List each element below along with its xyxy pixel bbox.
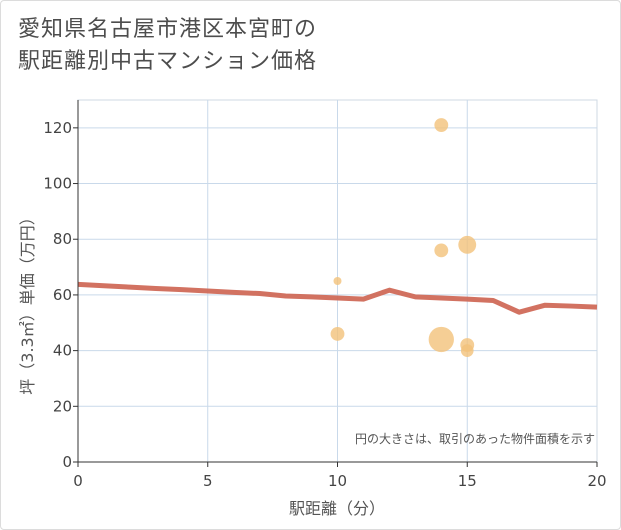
- y-tick-label: 100: [43, 175, 72, 193]
- bubble-point: [460, 344, 474, 357]
- bubble-point: [333, 277, 342, 285]
- gridlines: [77, 99, 598, 463]
- x-tick-label: 10: [328, 472, 347, 490]
- y-axis-label: 坪（3.3㎡）単価（万円）: [18, 209, 37, 394]
- y-tick-label: 120: [43, 119, 72, 137]
- x-tick-label: 15: [458, 472, 477, 490]
- x-tick-label: 5: [203, 472, 213, 490]
- y-tick-label: 0: [62, 453, 72, 471]
- axes: 0 5 10 15 20 0 20 40 60 80 100 120: [43, 100, 607, 490]
- x-tick-label: 0: [73, 472, 83, 490]
- bubble-series: [330, 118, 477, 357]
- x-tick-label: 20: [587, 472, 606, 490]
- chart-title: 愛知県名古屋市港区本宮町の 駅距離別中古マンション価格: [18, 14, 317, 78]
- x-axis-label: 駅距離（分）: [289, 499, 385, 518]
- bubble-point: [434, 243, 449, 258]
- bubble-point: [428, 326, 454, 353]
- bubble-point: [434, 118, 449, 132]
- average-price-line: [77, 281, 598, 315]
- bubble-point: [458, 235, 477, 254]
- y-tick-label: 60: [53, 286, 72, 304]
- bubble-size-note: 円の大きさは、取引のあった物件面積を示す: [355, 431, 595, 446]
- y-tick-label: 80: [53, 230, 72, 248]
- y-tick-label: 40: [53, 342, 72, 360]
- bubble-point: [330, 326, 345, 341]
- chart-title-line-1: 愛知県名古屋市港区本宮町の: [18, 17, 318, 42]
- y-tick-label: 20: [53, 397, 72, 415]
- average-line-series: [77, 281, 598, 315]
- chart-title-line-2: 駅距離別中古マンション価格: [18, 49, 318, 74]
